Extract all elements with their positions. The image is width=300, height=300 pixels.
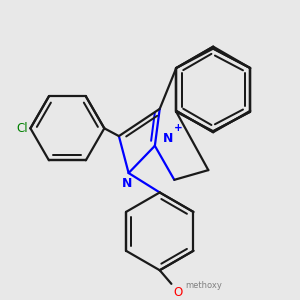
Text: O: O bbox=[173, 286, 183, 299]
Text: Cl: Cl bbox=[16, 122, 28, 135]
Text: N: N bbox=[163, 131, 173, 145]
Text: methoxy: methoxy bbox=[185, 281, 222, 290]
Text: +: + bbox=[174, 123, 183, 133]
Text: N: N bbox=[122, 177, 132, 190]
